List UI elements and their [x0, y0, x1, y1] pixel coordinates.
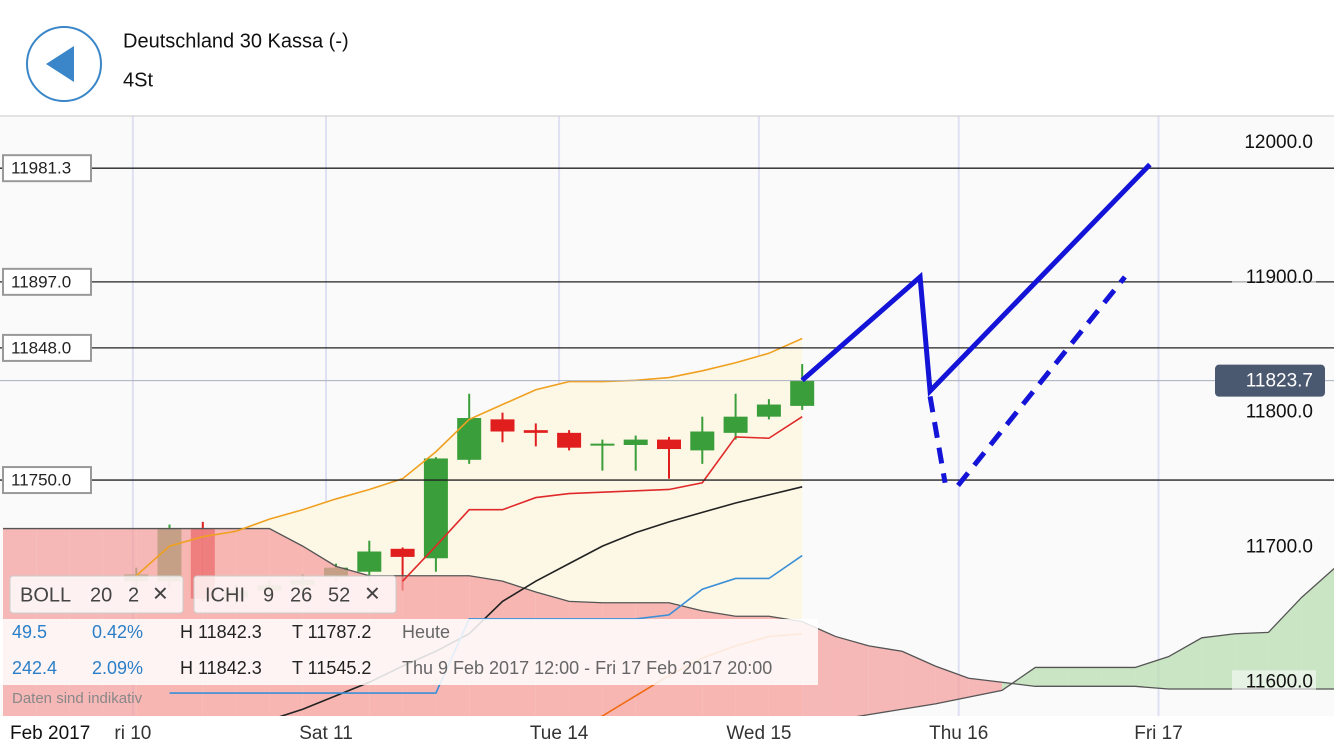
indicator-param: 52 [328, 584, 350, 606]
stat-low: T 11545.2 [292, 658, 371, 678]
x-tick-label: Tue 14 [530, 723, 589, 744]
y-tick-label: 11900.0 [1246, 267, 1313, 288]
indicator-remove[interactable]: ✕ [152, 583, 169, 605]
candle-body [756, 404, 781, 417]
stat-high: H 11842.3 [180, 622, 262, 642]
current-price-box [1215, 364, 1325, 397]
cloud-segment [1268, 597, 1302, 690]
y-tick-label-bg [1232, 130, 1316, 155]
stat-period: Heute [402, 622, 450, 642]
x-tick-label: ri 10 [114, 723, 151, 744]
stat-change: 49.5 [12, 622, 47, 642]
header-bar [0, 0, 1334, 115]
candle-body [490, 419, 515, 432]
cloud-segment [1035, 667, 1069, 687]
back-arrow-icon [46, 46, 74, 82]
candle-body [790, 380, 815, 406]
indicator-line [402, 416, 803, 582]
indicator-chip[interactable] [193, 575, 397, 614]
x-tick-label: Thu 16 [929, 723, 988, 744]
candle-body [457, 418, 482, 460]
axes: ri 10 Sat 11 Tue 14 Wed 15 Thu 16 Fri 17 11981… [2, 130, 1325, 744]
x-tick-label: Wed 15 [726, 723, 791, 744]
candle-body [723, 416, 748, 433]
level-label: 11981.3 [11, 159, 71, 178]
period-label: Feb 2017 [10, 723, 90, 744]
level-label-box [2, 333, 92, 362]
y-tick-label: 11800.0 [1246, 402, 1313, 423]
level-label-box [2, 466, 92, 495]
cloud-edge [2, 527, 1334, 690]
candle-body [423, 458, 448, 559]
indicator-line [135, 337, 803, 577]
cloud-segment [1135, 656, 1169, 690]
indicator-param: 9 [263, 584, 274, 606]
cloud-segment [902, 651, 936, 710]
y-tick-label-bg [1232, 535, 1316, 560]
candle-body [690, 431, 715, 451]
stat-low: T 11787.2 [292, 622, 371, 642]
candle-body [623, 439, 648, 445]
cloud-edge [856, 567, 1334, 716]
cloud-segment [868, 645, 903, 715]
candle-body [357, 551, 382, 572]
disclaimer: Daten sind indikativ [12, 690, 143, 707]
cloud-segment [835, 636, 869, 716]
indicator-name: BOLL [20, 584, 71, 606]
indicator-param: 2 [128, 584, 139, 606]
indicator-name: ICHI [205, 584, 245, 606]
instrument-title: Deutschland 30 Kassa (-) [123, 30, 349, 52]
indicator-param: 26 [290, 584, 312, 606]
trend-drawing [927, 396, 948, 484]
stat-high: H 11842.3 [180, 658, 262, 678]
trend-drawing [800, 162, 1152, 397]
x-tick-label: Fri 17 [1134, 723, 1183, 744]
level-label: 11750.0 [11, 471, 71, 490]
stats-panel [0, 619, 818, 685]
candle-body [523, 430, 548, 433]
period-label-box [0, 718, 112, 748]
level-label-box [2, 154, 92, 183]
level-label: 11848.0 [11, 338, 71, 357]
y-tick-label-bg [1232, 265, 1316, 290]
interval-label: 4St [123, 69, 153, 91]
indicator-chip[interactable] [9, 575, 184, 614]
indicator-param: 20 [90, 584, 112, 606]
cloud-segment [1168, 637, 1202, 690]
candle-body [557, 432, 582, 448]
candle-body [390, 548, 415, 557]
cloud-segment [1301, 568, 1334, 690]
indicator-line [169, 554, 803, 694]
trend-drawing [956, 275, 1127, 488]
y-tick-label-bg [1232, 400, 1316, 425]
cloud-segment [1068, 667, 1102, 687]
cloud-segment [968, 678, 1002, 698]
stat-change: 242.4 [12, 658, 57, 678]
level-label: 11897.0 [11, 272, 71, 291]
y-tick-label: 12000.0 [1244, 132, 1313, 153]
level-label-box [2, 267, 92, 296]
stat-percent: 0.42% [92, 622, 143, 642]
stat-period: Thu 9 Feb 2017 12:00 - Fri 17 Feb 2017 2… [402, 658, 772, 678]
candle-body [656, 439, 681, 450]
cloud-segment [1101, 667, 1136, 687]
x-axis-band [0, 716, 1334, 750]
y-tick-label: 11700.0 [1246, 536, 1313, 557]
cloud-segment [1201, 633, 1236, 690]
y-tick-label-bg [1232, 670, 1316, 695]
x-tick-label: Sat 11 [299, 723, 353, 744]
y-tick-label: 11600.0 [1246, 671, 1313, 692]
candle-body [590, 443, 615, 446]
current-price-label: 11823.7 [1246, 371, 1313, 392]
stat-percent: 2.09% [92, 658, 143, 678]
indicator-remove[interactable]: ✕ [364, 583, 381, 605]
